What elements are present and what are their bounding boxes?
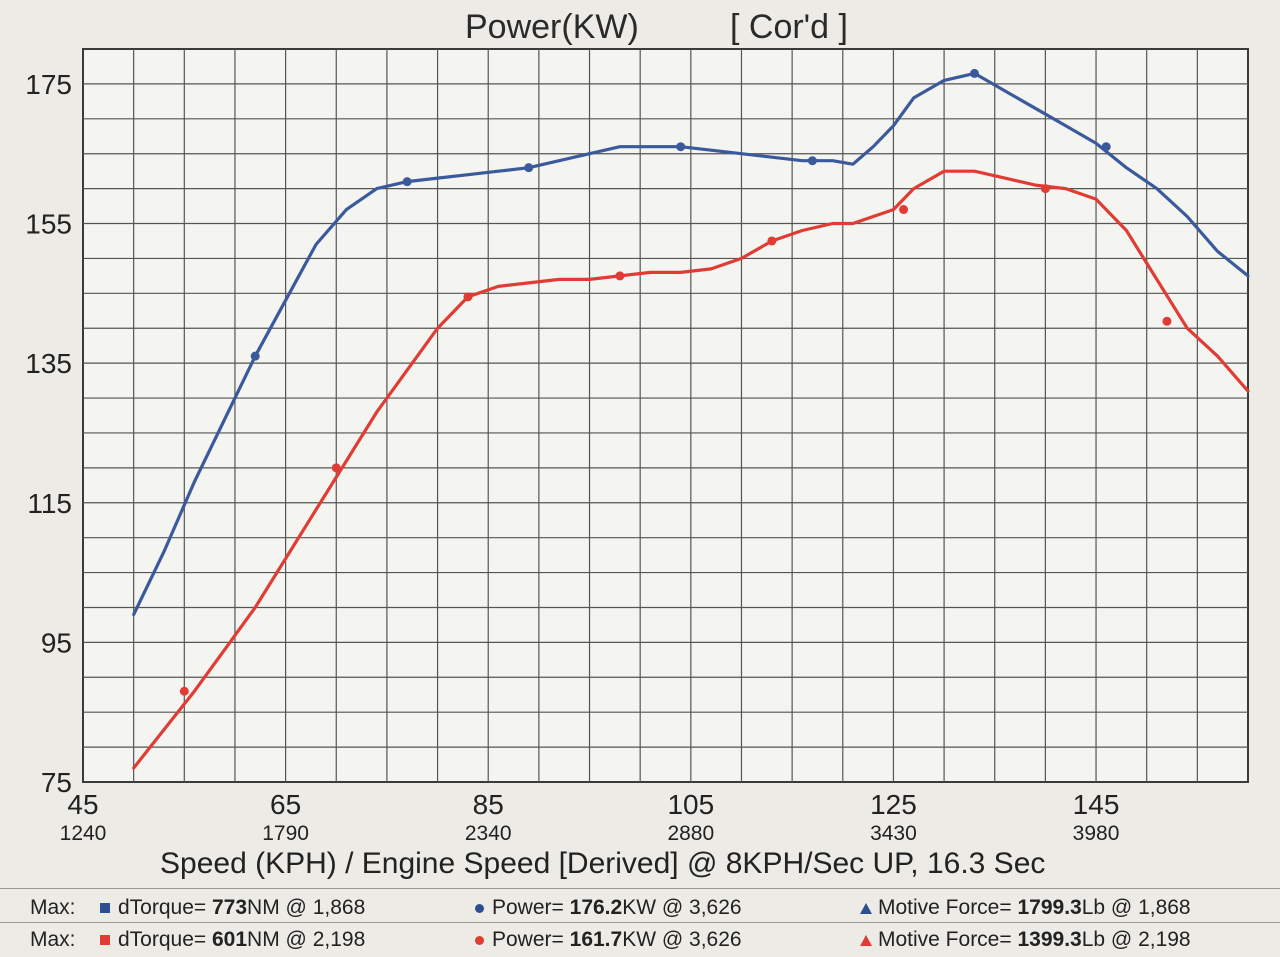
x-tick-rpm-label: 1790 bbox=[262, 822, 309, 845]
legend-triangle-red bbox=[860, 934, 872, 946]
x-tick-label: 145 bbox=[1073, 789, 1120, 820]
x-tick-label: 105 bbox=[667, 789, 714, 820]
max-label: Max: bbox=[30, 928, 76, 951]
series-layer bbox=[132, 68, 1250, 770]
legend-square-blue bbox=[100, 903, 110, 914]
footer-summary: Max: dTorque= 773NM @ 1,868 Power= 176.2… bbox=[0, 888, 1280, 957]
series-marker-0 bbox=[676, 142, 686, 152]
series-marker-0 bbox=[250, 351, 260, 361]
series-line-0 bbox=[132, 71, 1250, 617]
power-max-red: Power= 161.7KW @ 3,626 bbox=[475, 924, 742, 956]
series-marker-1 bbox=[615, 271, 625, 281]
legend-triangle-blue bbox=[860, 902, 872, 914]
force-max-blue: Motive Force= 1799.3Lb @ 1,868 bbox=[860, 892, 1191, 924]
torque-max-blue: dTorque= 773NM @ 1,868 bbox=[100, 892, 365, 924]
legend-square-red bbox=[100, 935, 110, 946]
legend-dot-red bbox=[475, 935, 484, 945]
power-max-blue: Power= 176.2KW @ 3,626 bbox=[475, 892, 742, 924]
series-marker-0 bbox=[402, 177, 412, 187]
series-marker-0 bbox=[969, 68, 979, 78]
max-label: Max: bbox=[30, 896, 76, 919]
force-max-red: Motive Force= 1399.3Lb @ 2,198 bbox=[860, 924, 1191, 956]
series-marker-1 bbox=[767, 236, 777, 246]
x-axis-label: Speed (KPH) / Engine Speed [Derived] @ 8… bbox=[160, 847, 1045, 880]
x-tick-rpm-label: 1240 bbox=[60, 822, 107, 845]
legend-dot-blue bbox=[475, 903, 484, 913]
series-marker-1 bbox=[1040, 184, 1050, 194]
y-tick-label: 135 bbox=[25, 348, 72, 379]
x-tick-rpm-label: 2880 bbox=[667, 822, 714, 845]
x-tick-rpm-label: 2340 bbox=[465, 822, 512, 845]
series-line-1 bbox=[132, 169, 1250, 770]
chart-title: Power(KW) bbox=[465, 8, 639, 46]
x-tick-label: 45 bbox=[67, 789, 98, 820]
y-tick-label: 115 bbox=[27, 488, 72, 519]
y-tick-label: 95 bbox=[41, 627, 72, 658]
series-marker-0 bbox=[1101, 142, 1111, 152]
y-tick-label: 175 bbox=[25, 69, 72, 100]
y-tick-label: 75 bbox=[41, 767, 72, 798]
x-tick-label: 125 bbox=[870, 789, 917, 820]
series-marker-1 bbox=[463, 292, 473, 302]
series-marker-0 bbox=[807, 156, 817, 166]
x-tick-label: 85 bbox=[473, 789, 504, 820]
plot-area bbox=[82, 48, 1249, 783]
y-axis-ticks: 75 95 115 135 155 175 bbox=[25, 69, 72, 798]
series-marker-1 bbox=[899, 205, 909, 215]
footer-row-blue: Max: dTorque= 773NM @ 1,868 Power= 176.2… bbox=[0, 892, 1280, 924]
y-tick-label: 155 bbox=[25, 209, 72, 240]
x-tick-rpm-label: 3980 bbox=[1073, 822, 1120, 845]
series-marker-1 bbox=[1162, 316, 1172, 326]
chart-title-suffix: [ Cor'd ] bbox=[730, 8, 848, 46]
series-marker-1 bbox=[331, 463, 341, 473]
x-tick-rpm-label: 3430 bbox=[870, 822, 917, 845]
footer-row-red: Max: dTorque= 601NM @ 2,198 Power= 161.7… bbox=[0, 924, 1280, 956]
x-tick-label: 65 bbox=[270, 789, 301, 820]
torque-max-red: dTorque= 601NM @ 2,198 bbox=[100, 924, 365, 956]
series-marker-0 bbox=[524, 163, 534, 173]
series-marker-1 bbox=[179, 686, 189, 696]
